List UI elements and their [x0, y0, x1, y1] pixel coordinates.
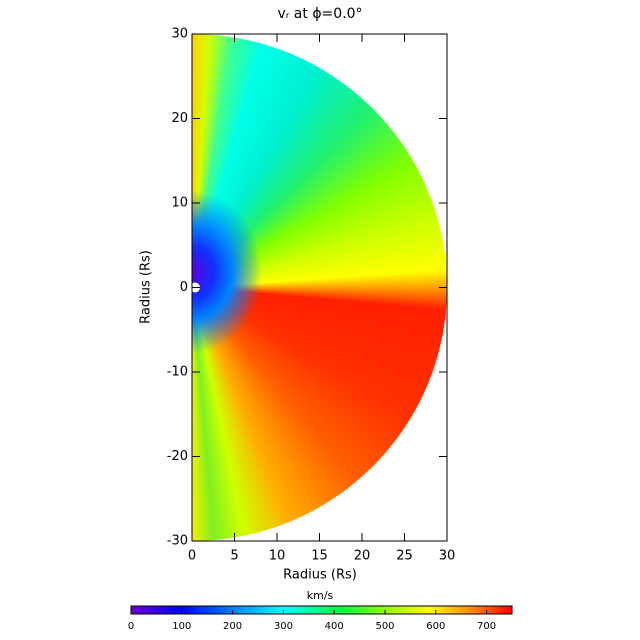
colorbar-tick-label: 0: [128, 621, 134, 632]
chart-title: vᵣ at ϕ=0.0°: [277, 6, 362, 22]
colorbar-tick-label: 400: [325, 621, 344, 632]
x-tick-label: 25: [396, 549, 413, 564]
x-tick-label: 5: [230, 549, 238, 564]
colorbar-frame: [130, 605, 513, 615]
colorbar-tick-label: 600: [426, 621, 445, 632]
y-tick-label: 10: [171, 196, 188, 211]
y-tick-label: -30: [167, 534, 188, 549]
colorbar-tick-label: 100: [172, 621, 191, 632]
y-axis-label: Radius (Rs): [139, 250, 154, 324]
colorbar-label: km/s: [307, 589, 334, 602]
x-tick-label: 20: [354, 549, 371, 564]
colorbar-tick-label: 300: [274, 621, 293, 632]
colorbar-tick-label: 700: [477, 621, 496, 632]
y-tick-label: 0: [180, 280, 188, 295]
y-tick-label: 30: [171, 27, 188, 42]
x-tick-label: 30: [439, 549, 456, 564]
y-tick-label: -20: [167, 449, 188, 464]
x-tick-label: 10: [269, 549, 286, 564]
frame: [191, 33, 448, 542]
x-tick-label: 15: [311, 549, 328, 564]
colorbar: [131, 606, 512, 614]
y-tick-label: 20: [171, 111, 188, 126]
y-tick-label: -10: [167, 365, 188, 380]
x-tick-label: 0: [188, 549, 196, 564]
colorbar-tick-label: 500: [375, 621, 394, 632]
colorbar-tick-label: 200: [223, 621, 242, 632]
x-axis-label: Radius (Rs): [283, 568, 357, 583]
